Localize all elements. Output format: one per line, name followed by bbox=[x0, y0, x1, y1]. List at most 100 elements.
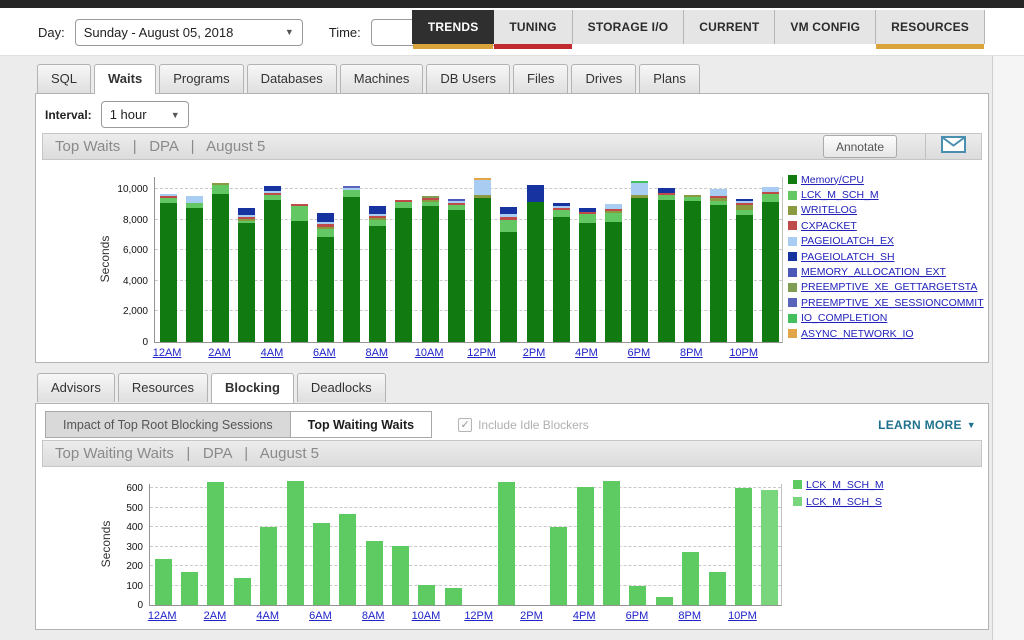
bar-segment[interactable] bbox=[710, 205, 727, 342]
bar-segment[interactable] bbox=[343, 188, 360, 190]
bar-segment[interactable] bbox=[762, 187, 779, 192]
x-tick-link[interactable]: 10AM bbox=[406, 347, 452, 359]
bar-segment[interactable] bbox=[264, 193, 281, 195]
bar-segment[interactable] bbox=[395, 208, 412, 342]
bar-segment[interactable] bbox=[553, 210, 570, 217]
bar-segment[interactable] bbox=[422, 198, 439, 200]
x-tick-link[interactable]: 8PM bbox=[667, 610, 713, 622]
bar-segment[interactable] bbox=[317, 237, 334, 342]
bar-segment[interactable] bbox=[577, 487, 594, 605]
bar-segment[interactable] bbox=[155, 559, 172, 605]
bar-segment[interactable] bbox=[369, 218, 386, 220]
bar-segment[interactable] bbox=[445, 588, 462, 605]
bar-segment[interactable] bbox=[579, 212, 596, 214]
bar-segment[interactable] bbox=[498, 482, 515, 605]
tab-drives[interactable]: Drives bbox=[571, 64, 636, 93]
nav-tab-resources[interactable]: RESOURCES bbox=[876, 10, 985, 44]
bar-segment[interactable] bbox=[422, 200, 439, 202]
bar-segment[interactable] bbox=[736, 210, 753, 215]
bar-segment[interactable] bbox=[186, 196, 203, 203]
bar-segment[interactable] bbox=[710, 198, 727, 201]
tab-db-users[interactable]: DB Users bbox=[426, 64, 510, 93]
tab-machines[interactable]: Machines bbox=[340, 64, 424, 93]
bar-segment[interactable] bbox=[762, 192, 779, 194]
bar-segment[interactable] bbox=[579, 223, 596, 342]
bar-segment[interactable] bbox=[500, 217, 517, 220]
bar-segment[interactable] bbox=[317, 227, 334, 229]
bar-segment[interactable] bbox=[160, 196, 177, 198]
bar-segment[interactable] bbox=[553, 203, 570, 206]
subtab-advisors[interactable]: Advisors bbox=[37, 373, 115, 402]
bar-segment[interactable] bbox=[317, 224, 334, 227]
bar-segment[interactable] bbox=[238, 215, 255, 217]
tab-plans[interactable]: Plans bbox=[639, 64, 700, 93]
bar-segment[interactable] bbox=[629, 586, 646, 605]
include-idle-blockers-checkbox[interactable]: ✓ bbox=[458, 418, 472, 432]
bar-segment[interactable] bbox=[418, 585, 435, 605]
bar-segment[interactable] bbox=[500, 232, 517, 342]
bar-segment[interactable] bbox=[186, 208, 203, 342]
bar-segment[interactable] bbox=[313, 523, 330, 605]
bar-segment[interactable] bbox=[605, 222, 622, 342]
bar-segment[interactable] bbox=[366, 541, 383, 605]
bar-segment[interactable] bbox=[291, 204, 308, 206]
bar-segment[interactable] bbox=[369, 220, 386, 226]
bar-segment[interactable] bbox=[264, 186, 281, 191]
bar-segment[interactable] bbox=[212, 185, 229, 194]
x-tick-link[interactable]: 8AM bbox=[354, 347, 400, 359]
bar-segment[interactable] bbox=[395, 200, 412, 202]
nav-tab-trends[interactable]: TRENDS bbox=[412, 10, 495, 44]
legend-item[interactable]: LCK_M_SCH_M bbox=[788, 187, 985, 202]
bar-segment[interactable] bbox=[500, 207, 517, 214]
email-button[interactable] bbox=[925, 134, 981, 159]
bar-segment[interactable] bbox=[605, 211, 622, 213]
bar-segment[interactable] bbox=[207, 482, 224, 605]
learn-more-button[interactable]: LEARN MORE ▼ bbox=[878, 418, 976, 432]
bar-segment[interactable] bbox=[710, 201, 727, 205]
x-tick-link[interactable]: 4AM bbox=[245, 610, 291, 622]
bar-segment[interactable] bbox=[735, 488, 752, 605]
bar-segment[interactable] bbox=[658, 188, 675, 193]
legend-item[interactable]: MEMORY_ALLOCATION_EXT bbox=[788, 264, 985, 279]
bar-segment[interactable] bbox=[369, 214, 386, 216]
bar-segment[interactable] bbox=[291, 206, 308, 221]
legend-item[interactable]: PAGEIOLATCH_EX bbox=[788, 234, 985, 249]
bar-segment[interactable] bbox=[736, 201, 753, 203]
bar-segment[interactable] bbox=[500, 220, 517, 232]
nav-tab-storage-i-o[interactable]: STORAGE I/O bbox=[573, 10, 685, 44]
bar-segment[interactable] bbox=[684, 195, 701, 197]
legend-item[interactable]: PREEMPTIVE_XE_SESSIONCOMMIT bbox=[788, 295, 985, 310]
bar-segment[interactable] bbox=[343, 197, 360, 342]
bar-segment[interactable] bbox=[682, 552, 699, 605]
bar-segment[interactable] bbox=[422, 206, 439, 342]
bar-segment[interactable] bbox=[264, 191, 281, 193]
legend-item[interactable]: Memory/CPU bbox=[788, 172, 985, 187]
bar-segment[interactable] bbox=[422, 202, 439, 206]
x-tick-link[interactable]: 4AM bbox=[249, 347, 295, 359]
bar-segment[interactable] bbox=[317, 213, 334, 222]
bar-segment[interactable] bbox=[631, 198, 648, 342]
tab-sql[interactable]: SQL bbox=[37, 64, 91, 93]
toggle-top-waiting-waits[interactable]: Top Waiting Waits bbox=[291, 411, 432, 438]
bar-segment[interactable] bbox=[160, 198, 177, 203]
bar-segment[interactable] bbox=[448, 210, 465, 342]
x-tick-link[interactable]: 6AM bbox=[297, 610, 343, 622]
bar-segment[interactable] bbox=[579, 214, 596, 223]
tab-programs[interactable]: Programs bbox=[159, 64, 243, 93]
bar-segment[interactable] bbox=[736, 215, 753, 342]
bar-segment[interactable] bbox=[369, 206, 386, 214]
annotate-button[interactable]: Annotate bbox=[823, 135, 897, 158]
subtab-blocking[interactable]: Blocking bbox=[211, 373, 294, 403]
legend-item[interactable]: LCK_M_SCH_S bbox=[793, 493, 990, 510]
bar-segment[interactable] bbox=[264, 200, 281, 342]
bar-segment[interactable] bbox=[527, 202, 544, 342]
x-tick-link[interactable]: 4PM bbox=[563, 347, 609, 359]
x-tick-link[interactable]: 2PM bbox=[511, 347, 557, 359]
bar-segment[interactable] bbox=[579, 208, 596, 212]
x-tick-link[interactable]: 6PM bbox=[614, 610, 660, 622]
x-tick-link[interactable]: 12PM bbox=[459, 347, 505, 359]
bar-segment[interactable] bbox=[658, 193, 675, 195]
bar-segment[interactable] bbox=[186, 203, 203, 208]
bar-segment[interactable] bbox=[550, 527, 567, 605]
bar-segment[interactable] bbox=[448, 201, 465, 203]
